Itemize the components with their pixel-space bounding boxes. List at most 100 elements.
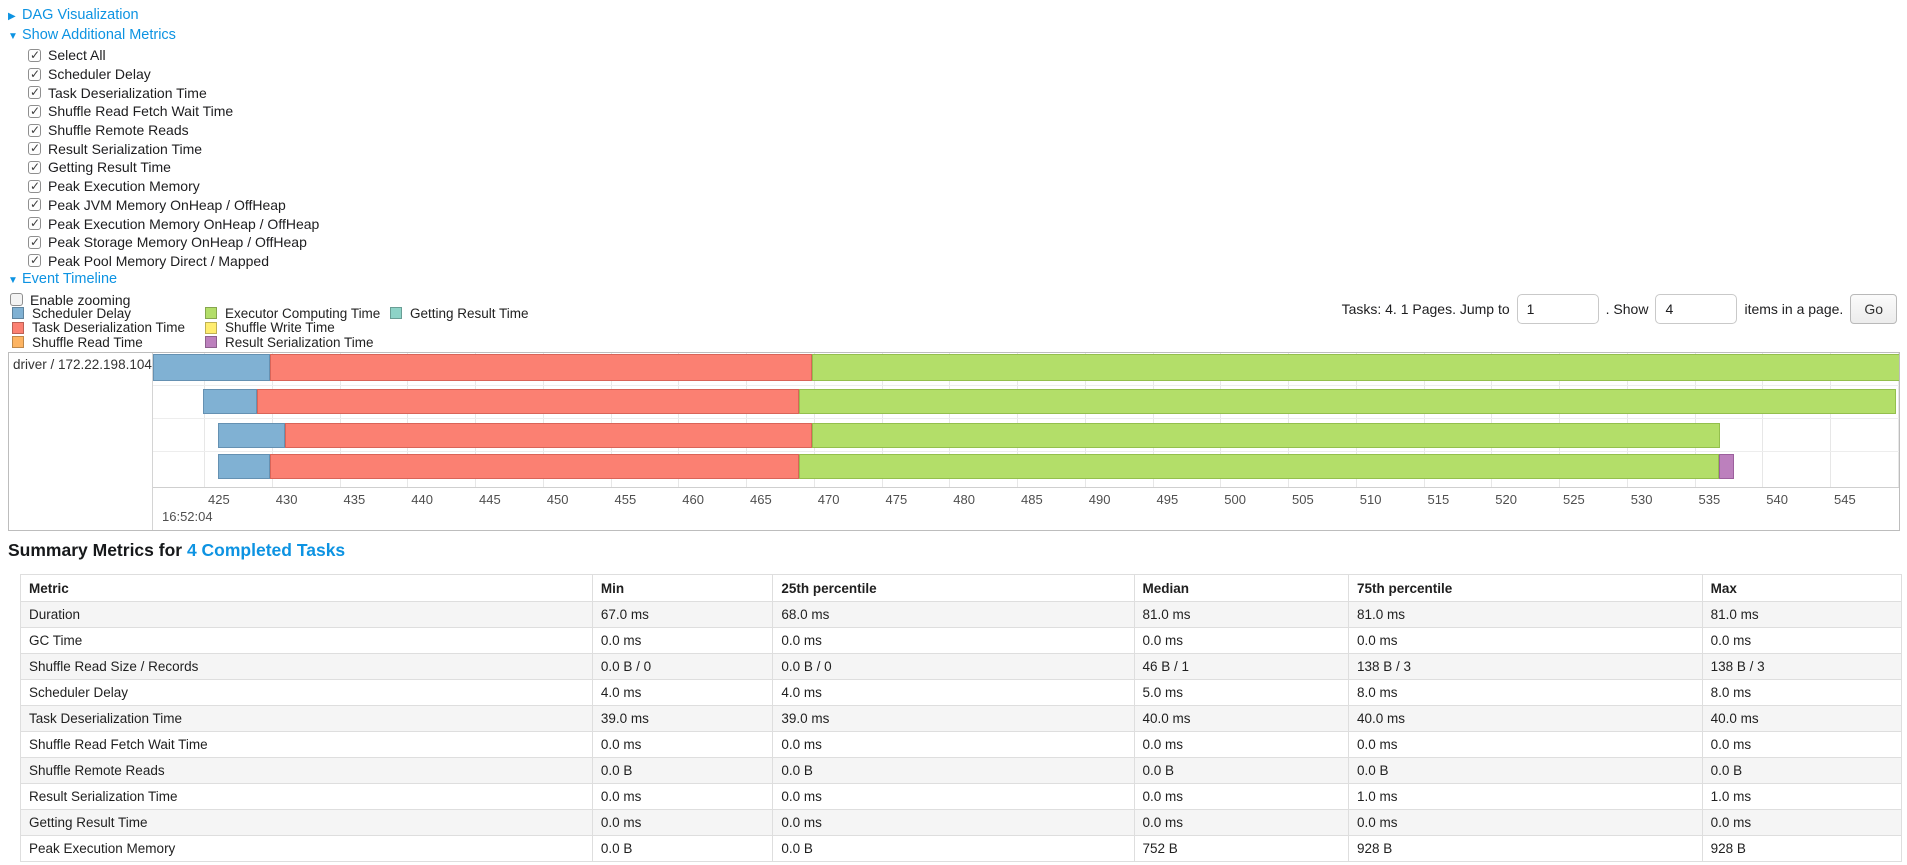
axis-gridline — [339, 353, 341, 487]
go-button[interactable]: Go — [1850, 294, 1897, 324]
metric-checkbox-label: Result Serialization Time — [48, 140, 203, 157]
axis-gridline — [1355, 353, 1357, 487]
table-row: Scheduler Delay 4.0 ms 4.0 ms 5.0 ms 8.0 ms 8… — [20, 679, 1903, 706]
metric-checkbox-label: Getting Result Time — [48, 159, 171, 176]
metric-checkbox[interactable] — [28, 67, 41, 81]
table-cell: 0.0 ms — [591, 627, 774, 654]
enable-zooming-checkbox[interactable] — [10, 293, 23, 307]
legend-label: Executor Computing Time — [225, 305, 381, 321]
axis-gridline — [1017, 353, 1018, 487]
jump-to-page-input[interactable] — [1516, 294, 1599, 324]
scheduler-delay-segment — [217, 423, 286, 448]
table-cell: 40.0 ms — [1347, 705, 1703, 732]
legend-label: Shuffle Write Time — [225, 320, 335, 336]
axis-gridline — [1559, 353, 1560, 487]
table-cell: 39.0 ms — [772, 705, 1135, 732]
event-timeline-chart: driver / 172.22.198.104 16:52:04 425 430 4… — [8, 352, 1900, 531]
table-cell: 4.0 ms — [772, 679, 1135, 706]
dag-visualization-toggle[interactable]: ▶ DAG Visualization — [8, 6, 319, 26]
table-cell: 138 B / 3 — [1701, 653, 1903, 680]
metric-checkbox-row: Scheduler Delay — [8, 65, 319, 84]
metric-checkbox-row: Peak Storage Memory OnHeap / OffHeap — [8, 233, 319, 252]
metric-checkbox[interactable] — [28, 141, 41, 156]
table-cell: Scheduler Delay — [20, 679, 593, 706]
table-cell: 40.0 ms — [1701, 705, 1903, 732]
column-header: Metric — [20, 574, 593, 602]
table-cell: 0.0 B / 0 — [772, 653, 1135, 680]
table-row: Shuffle Read Fetch Wait Time 0.0 ms 0.0 ms… — [20, 731, 1903, 758]
table-cell: 0.0 ms — [772, 627, 1135, 654]
axis-tick-label: 500 — [1224, 492, 1246, 507]
column-header: Median — [1133, 574, 1349, 602]
axis-tick-label: 435 — [343, 492, 366, 507]
axis-gridline — [1423, 353, 1425, 487]
axis-tick-label: 480 — [953, 492, 975, 507]
shuffle-read-swatch — [12, 336, 24, 349]
axis-gridline — [949, 353, 951, 487]
task-bar — [153, 354, 1899, 381]
metric-checkbox[interactable] — [28, 123, 41, 137]
table-cell: 0.0 ms — [591, 731, 774, 758]
table-cell: 0.0 ms — [1701, 809, 1903, 836]
axis-tick-label: 510 — [1359, 492, 1382, 507]
axis-tick-label: 475 — [885, 492, 908, 507]
row-separator-line — [153, 451, 1899, 452]
metric-checkbox[interactable] — [28, 48, 41, 62]
axis-tick-label: 495 — [1156, 492, 1179, 507]
table-cell: 81.0 ms — [1347, 601, 1703, 628]
task-pagination: Tasks: 4. 1 Pages. Jump to . Show items … — [1342, 292, 1897, 326]
completed-tasks-link[interactable]: 4 Completed Tasks — [186, 540, 346, 560]
metric-checkbox[interactable] — [28, 253, 41, 268]
metric-checkbox-row: Peak JVM Memory OnHeap / OffHeap — [8, 196, 319, 215]
axis-tick-label: 505 — [1292, 492, 1314, 507]
axis-tick-label: 525 — [1563, 492, 1585, 507]
metric-checkbox[interactable] — [28, 216, 41, 231]
metric-checkbox[interactable] — [28, 104, 41, 118]
metric-checkbox[interactable] — [28, 160, 41, 174]
table-cell: 138 B / 3 — [1347, 653, 1703, 680]
items-per-page-input[interactable] — [1655, 294, 1738, 324]
metric-checkbox-label: Shuffle Remote Reads — [48, 122, 189, 139]
event-timeline-toggle[interactable]: ▼ Event Timeline — [8, 270, 319, 290]
table-cell: 4.0 ms — [591, 679, 774, 706]
table-cell: 928 B — [1701, 835, 1903, 862]
table-cell: Result Serialization Time — [20, 783, 593, 810]
metric-checkbox-row: Peak Execution Memory — [8, 177, 319, 196]
metric-checkbox-row: Shuffle Read Fetch Wait Time — [8, 102, 319, 121]
summary-metrics-title: Summary Metrics for 4 Completed Tasks — [8, 540, 346, 560]
axis-tick-label: 460 — [682, 492, 704, 507]
axis-gridline — [1626, 353, 1628, 487]
axis-tick-label: 425 — [208, 492, 230, 507]
metric-checkbox-row: Getting Result Time — [8, 158, 319, 177]
show-additional-metrics-toggle[interactable]: ▼ Show Additional Metrics — [8, 26, 319, 46]
timeline-plot: 16:52:04 425 430 435 440 445 450 455 460 465 470 4… — [153, 353, 1899, 530]
axis-gridline — [813, 353, 815, 487]
table-header-row: Metric Min 25th percentile Median 75th perce… — [20, 574, 1903, 602]
axis-gridline — [746, 353, 747, 487]
metric-checkbox-row: Peak Execution Memory OnHeap / OffHeap — [8, 214, 319, 233]
axis-tick-label: 535 — [1698, 492, 1721, 507]
metric-checkbox-row: Task Deserialization Time — [8, 83, 319, 102]
table-cell: Duration — [20, 601, 593, 628]
collapsed-arrow-icon: ▶ — [8, 11, 16, 22]
axis-tick-label: 450 — [546, 492, 569, 507]
metric-checkbox[interactable] — [28, 235, 41, 249]
axis-gridline — [1694, 353, 1696, 487]
metric-checkbox-label: Peak Execution Memory — [48, 178, 200, 195]
column-header: 75th percentile — [1347, 574, 1703, 602]
table-cell: 8.0 ms — [1347, 679, 1703, 706]
executor-computing-segment — [812, 423, 1721, 448]
metric-checkbox-label: Shuffle Read Fetch Wait Time — [48, 103, 234, 120]
table-cell: 46 B / 1 — [1133, 653, 1349, 680]
metric-checkbox-label: Peak Pool Memory Direct / Mapped — [48, 252, 269, 269]
metric-checkbox-label: Select All — [48, 47, 106, 64]
metric-checkbox[interactable] — [28, 85, 41, 100]
task-deserialization-segment — [285, 423, 813, 448]
axis-tick-label: 430 — [275, 492, 298, 507]
legend-label: Task Deserialization Time — [32, 320, 186, 336]
metric-checkbox[interactable] — [28, 179, 41, 193]
axis-major-time-label: 16:52:04 — [162, 509, 213, 524]
table-cell: 5.0 ms — [1133, 679, 1349, 706]
metric-checkbox[interactable] — [28, 197, 41, 212]
legend-label: Shuffle Read Time — [32, 334, 143, 350]
